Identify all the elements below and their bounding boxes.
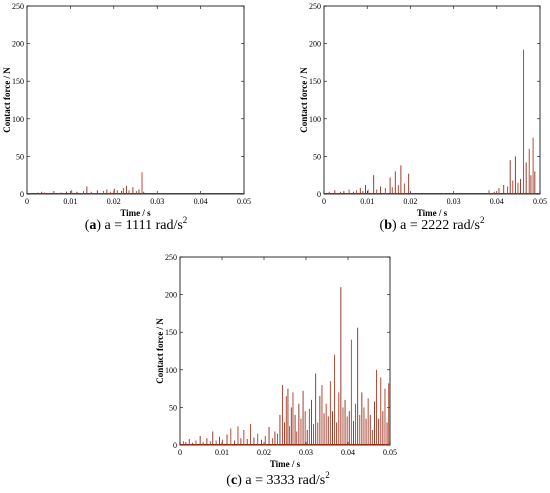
- x-tick-label: 0.03: [299, 448, 313, 457]
- x-tick-label: 0.05: [533, 197, 547, 206]
- y-tick-label: 150: [309, 77, 321, 86]
- y-tick-label: 250: [309, 2, 321, 11]
- caption-close: ): [237, 473, 242, 488]
- chart-panel-c: 0 50 100 150 200 250 0 0.01 0.02 0.03 0.04 0.05 Time…: [155, 253, 397, 488]
- x-tick-label: 0.01: [63, 197, 77, 206]
- plot-frame: [26, 5, 245, 195]
- y-tick-label: 200: [165, 291, 177, 300]
- y-tick-label: 150: [12, 77, 24, 86]
- panel-caption: (c) a = 3333 rad/s2: [226, 470, 329, 488]
- x-tick-label: 0.04: [341, 448, 355, 457]
- x-tick-label: 0: [25, 197, 29, 206]
- x-tick-label: 0.02: [403, 197, 417, 206]
- caption-superscript: 2: [480, 215, 485, 225]
- caption-superscript: 2: [325, 470, 330, 480]
- caption-letter: a: [89, 218, 96, 233]
- y-tick-label: 50: [169, 403, 177, 412]
- x-tick-label: 0.02: [257, 448, 271, 457]
- x-tick-label: 0.04: [490, 197, 504, 206]
- x-axis-label: Time / s: [417, 208, 448, 218]
- caption-letter: c: [231, 473, 237, 488]
- y-tick-label: 0: [20, 190, 24, 199]
- x-tick-label: 0: [178, 448, 182, 457]
- x-tick-label: 0.03: [150, 197, 164, 206]
- x-tick-label: 0: [322, 197, 326, 206]
- y-tick-label: 100: [12, 115, 24, 124]
- panel-caption: (a) a = 1111 rad/s2: [85, 215, 188, 233]
- x-tick-label: 0.01: [215, 448, 229, 457]
- chart-panel-a: 0 50 100 150 200 250 0 0.01 0.02 0.03 0.04 0.05 Time…: [2, 2, 251, 233]
- x-axis-label: Time / s: [120, 208, 151, 218]
- x-tick-label: 0.05: [237, 197, 251, 206]
- y-tick-label: 150: [165, 328, 177, 337]
- caption-open: (: [380, 218, 385, 233]
- x-tick-label: 0.05: [383, 448, 397, 457]
- x-tick-label: 0.04: [194, 197, 208, 206]
- y-axis-label: Contact force / N: [299, 67, 309, 133]
- caption-superscript: 2: [183, 215, 188, 225]
- caption-open: (: [226, 473, 231, 488]
- y-tick-label: 100: [165, 366, 177, 375]
- y-tick-label: 200: [12, 40, 24, 49]
- chart-panel-b: 0 50 100 150 200 250 0 0.01 0.02 0.03 0.04 0.05 Time…: [299, 2, 547, 233]
- caption-text: a = 1111 rad/s: [101, 218, 183, 233]
- y-tick-label: 50: [313, 152, 321, 161]
- plot-frame: [179, 256, 391, 446]
- caption-letter: b: [384, 218, 392, 233]
- x-tick-label: 0.03: [447, 197, 461, 206]
- y-tick-label: 0: [173, 441, 177, 450]
- caption-text: a = 2222 rad/s: [397, 218, 480, 233]
- panel-caption: (b) a = 2222 rad/s2: [380, 215, 485, 233]
- y-tick-label: 100: [309, 115, 321, 124]
- caption-close: ): [96, 218, 101, 233]
- x-tick-label: 0.02: [107, 197, 121, 206]
- y-tick-label: 50: [16, 152, 24, 161]
- caption-text: a = 3333 rad/s: [242, 473, 325, 488]
- caption-open: (: [85, 218, 90, 233]
- y-tick-label: 250: [12, 2, 24, 11]
- y-tick-label: 0: [317, 190, 321, 199]
- y-axis-label: Contact force / N: [2, 67, 12, 133]
- plot-frame: [323, 5, 541, 195]
- x-axis-label: Time / s: [270, 459, 301, 469]
- caption-close: ): [392, 218, 397, 233]
- y-tick-label: 200: [309, 40, 321, 49]
- y-axis-label: Contact force / N: [155, 318, 165, 384]
- x-tick-label: 0.01: [360, 197, 374, 206]
- y-tick-label: 250: [165, 253, 177, 262]
